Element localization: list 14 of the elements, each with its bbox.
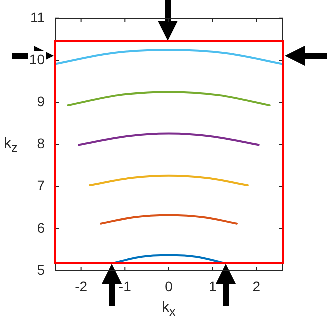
y-tick-label: 6 [37, 220, 46, 236]
x-tick-label: 0 [165, 278, 174, 294]
y-tick-label: 8 [37, 136, 46, 152]
y-axis-title: k$_{z}$ [4, 134, 18, 155]
x-axis-title: k$_{x}$ [162, 299, 176, 319]
y-tick-label: 5 [37, 262, 46, 278]
y-tick-label: 9 [37, 93, 46, 110]
x-tick-label: 1 [208, 278, 217, 294]
x-tick-label: -2 [75, 278, 88, 294]
y-tick-label: 10 [29, 51, 46, 68]
x-tick-label: 2 [252, 278, 261, 294]
y-tick-label: 7 [37, 178, 46, 194]
x-tick-label: -1 [118, 278, 132, 294]
y-tick-label: 11 [30, 9, 46, 26]
